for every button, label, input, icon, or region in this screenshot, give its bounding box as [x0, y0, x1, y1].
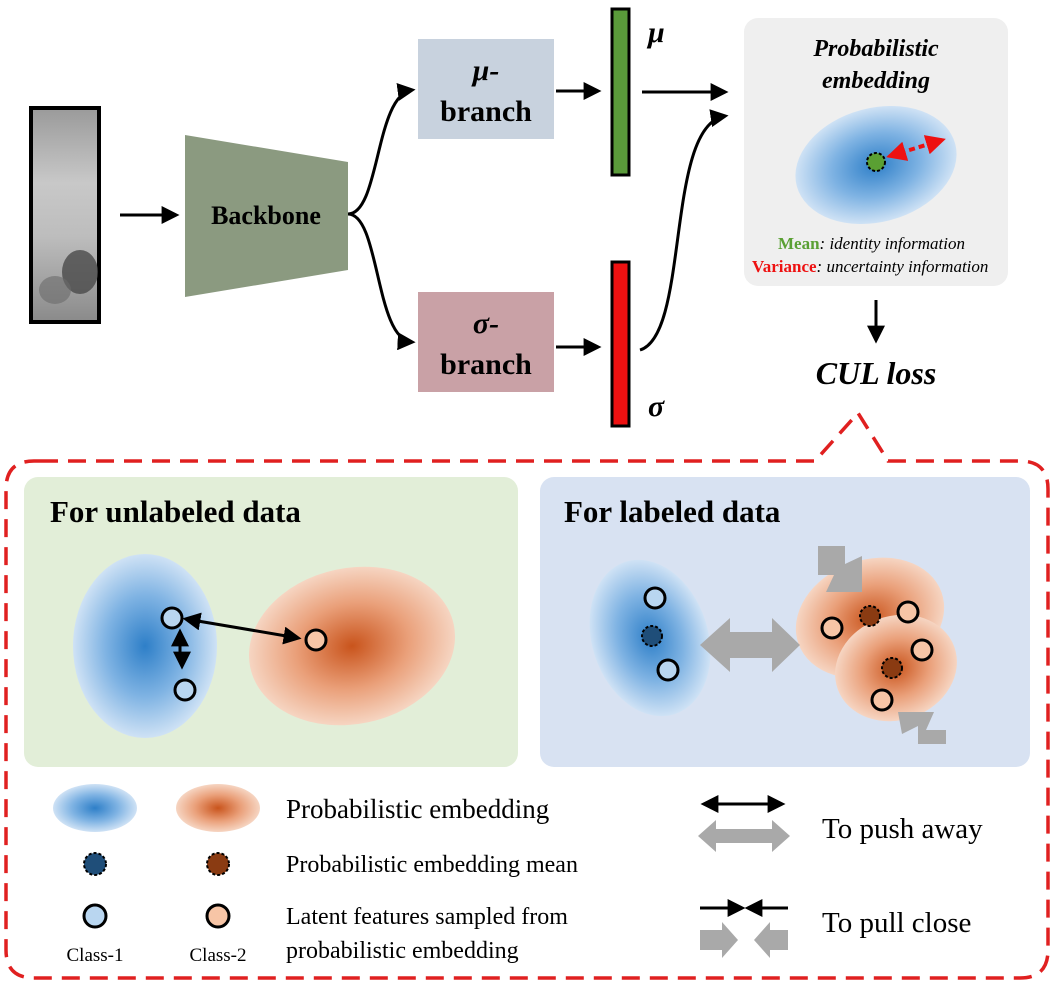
class1-sample-dot [643, 586, 667, 610]
mu-vector-bar [610, 7, 631, 177]
class2-sample-dot [910, 638, 934, 662]
mu-branch-line2: branch [440, 95, 532, 128]
legend-latent-line2: probabilistic embedding [286, 938, 519, 964]
unlabeled-title: For unlabeled data [50, 494, 301, 529]
legend-class2-mean [206, 852, 230, 876]
sigma-to-embedding-arrow [639, 109, 729, 352]
legend-pull-gray-right [754, 922, 788, 958]
labeled-pull-arrow-bottom [898, 712, 946, 744]
mu-branch-box: μ- branch [418, 39, 554, 139]
sigma-branch-line1: σ- [473, 307, 499, 340]
input-image [29, 106, 101, 324]
unlabeled-panel: For unlabeled data [24, 477, 518, 767]
backbone-label: Backbone [211, 201, 321, 230]
sigma-branch-line2: branch [440, 348, 532, 381]
backbone-to-mu-arrow [347, 83, 416, 216]
mu-branch-line1: μ- [471, 54, 500, 87]
legend-push-away: To push away [822, 813, 983, 845]
legend-pull-close: To pull close [822, 907, 971, 939]
svg-text:Mean: identity information: Mean: identity information [778, 234, 965, 253]
class2-sample-dot [870, 688, 894, 712]
legend-pull-gray-left [700, 922, 738, 958]
callout-border [4, 410, 1050, 980]
labeled-pull-arrow-top [818, 546, 862, 592]
prob-panel-title-line1: Probabilistic [812, 36, 939, 62]
legend-class2-sample [205, 903, 231, 929]
variance-text: : uncertainty information [817, 257, 989, 276]
prob-panel-title-line2: embedding [822, 68, 930, 94]
cul-loss-label: CUL loss [816, 355, 937, 391]
class1-mean-dot [641, 625, 663, 647]
class2-sample-dot [820, 616, 844, 640]
labeled-title: For labeled data [564, 494, 781, 529]
variance-arrow [886, 135, 946, 161]
legend-class1-mean [83, 852, 107, 876]
labeled-push-arrow [700, 618, 800, 672]
unlabeled-push-arrow [182, 612, 302, 645]
mean-key: Mean [778, 234, 820, 253]
legend-class1-label: Class-1 [67, 945, 124, 966]
sigma-vector-bar [610, 260, 631, 428]
class1-sample-dot [173, 678, 197, 702]
legend-prob-mean: Probabilistic embedding mean [286, 852, 578, 878]
labeled-panel: For labeled data [540, 477, 1030, 767]
legend-class1-embedding [53, 784, 137, 832]
legend: Probabilistic embedding Probabilistic em… [53, 784, 983, 966]
prob-embedding-panel: Probabilistic embedding Mean: identity i… [744, 18, 1008, 286]
backbone-block: Backbone [185, 135, 348, 297]
legend-class2-embedding [176, 784, 260, 832]
sigma-branch-box: σ- branch [418, 292, 554, 392]
mean-dot [866, 152, 886, 172]
legend-class1-sample [82, 903, 108, 929]
legend-prob-embedding: Probabilistic embedding [286, 794, 549, 824]
backbone-to-sigma-arrow [347, 212, 416, 351]
class2-mean-dot [859, 605, 881, 627]
mean-text: : identity information [820, 234, 965, 253]
mu-symbol: μ [646, 16, 665, 49]
class2-mean-dot [881, 657, 903, 679]
class1-sample-dot [656, 658, 680, 682]
svg-text:Variance: uncertainty informat: Variance: uncertainty information [752, 257, 988, 276]
class2-sample-dot [304, 628, 328, 652]
class2-sample-dot [896, 600, 920, 624]
legend-latent-line1: Latent features sampled from [286, 904, 568, 930]
legend-push-arrow-gray [698, 820, 790, 852]
class1-sample-dot [160, 606, 184, 630]
variance-key: Variance [752, 257, 817, 276]
sigma-symbol: σ [648, 390, 665, 423]
legend-class2-label: Class-2 [190, 945, 247, 966]
